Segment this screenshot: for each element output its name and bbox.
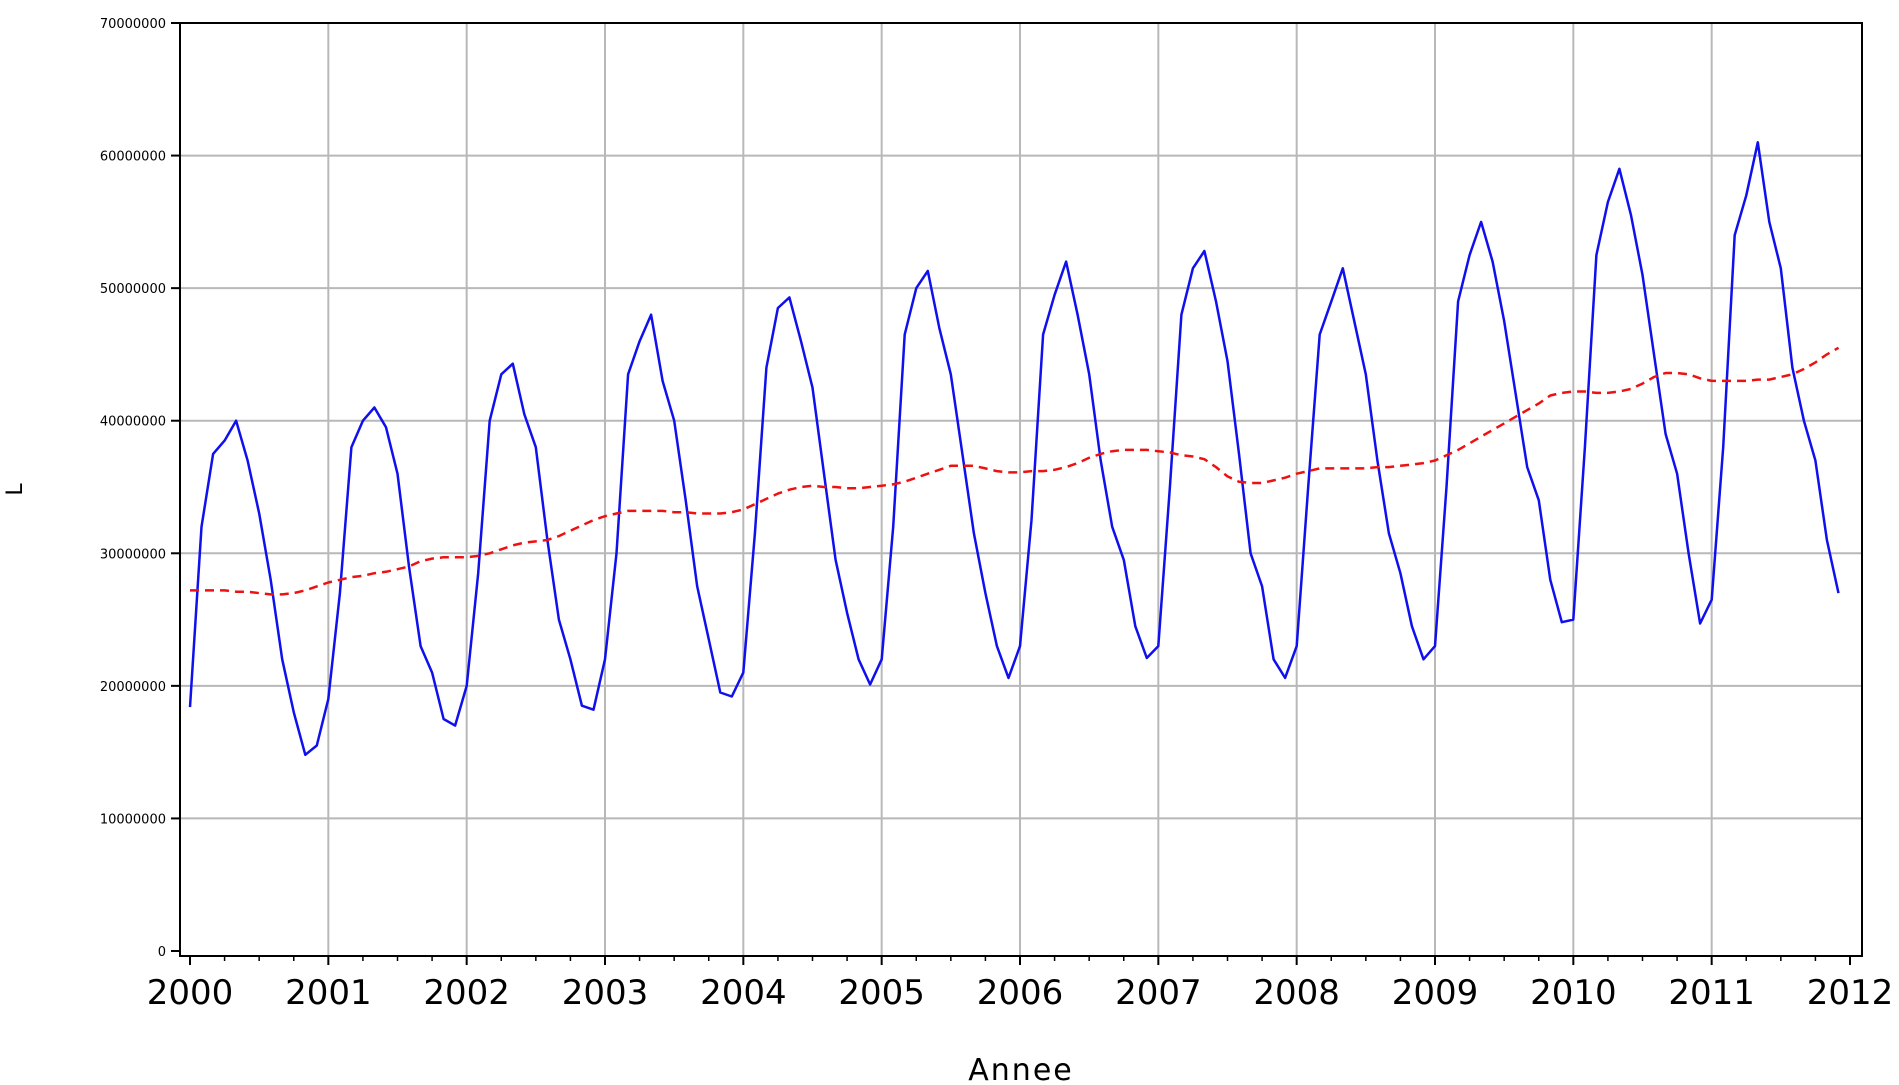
monthly-series-line xyxy=(188,141,1840,757)
x-tick-label: 2002 xyxy=(423,973,510,1013)
y-tick-label: 60000000 xyxy=(100,150,166,165)
y-tick-label: 10000000 xyxy=(100,812,166,827)
x-tick-label: 2006 xyxy=(977,973,1064,1013)
x-tick-label: 2011 xyxy=(1668,973,1755,1013)
x-tick-label: 2004 xyxy=(700,973,787,1013)
x-axis-label: Annee xyxy=(968,1053,1073,1085)
x-tick-label: 2009 xyxy=(1392,973,1479,1013)
x-tick-label: 2000 xyxy=(147,973,234,1013)
y-tick-label: 20000000 xyxy=(100,680,166,695)
trend-line xyxy=(190,346,1840,596)
x-tick-label: 2005 xyxy=(838,973,925,1013)
x-tick-label: 2001 xyxy=(285,973,372,1013)
x-tick-label: 2012 xyxy=(1807,973,1894,1013)
y-tick-label: 50000000 xyxy=(100,282,166,297)
x-tick-label: 2003 xyxy=(562,973,649,1013)
y-tick-label: 0 xyxy=(158,945,166,960)
y-tick-label: 70000000 xyxy=(100,17,166,32)
grid-lines xyxy=(180,23,1862,956)
axes: 2000 2001 2002 2003 2004 2005 2006 2007 2008 2009… xyxy=(100,17,1893,1013)
x-tick-label: 2010 xyxy=(1530,973,1617,1013)
y-axis-label: L xyxy=(3,483,28,496)
series-layer xyxy=(188,141,1840,757)
y-tick-label: 30000000 xyxy=(100,547,166,562)
x-tick-label: 2007 xyxy=(1115,973,1202,1013)
y-tick-label: 40000000 xyxy=(100,415,166,430)
x-tick-label: 2008 xyxy=(1253,973,1340,1013)
